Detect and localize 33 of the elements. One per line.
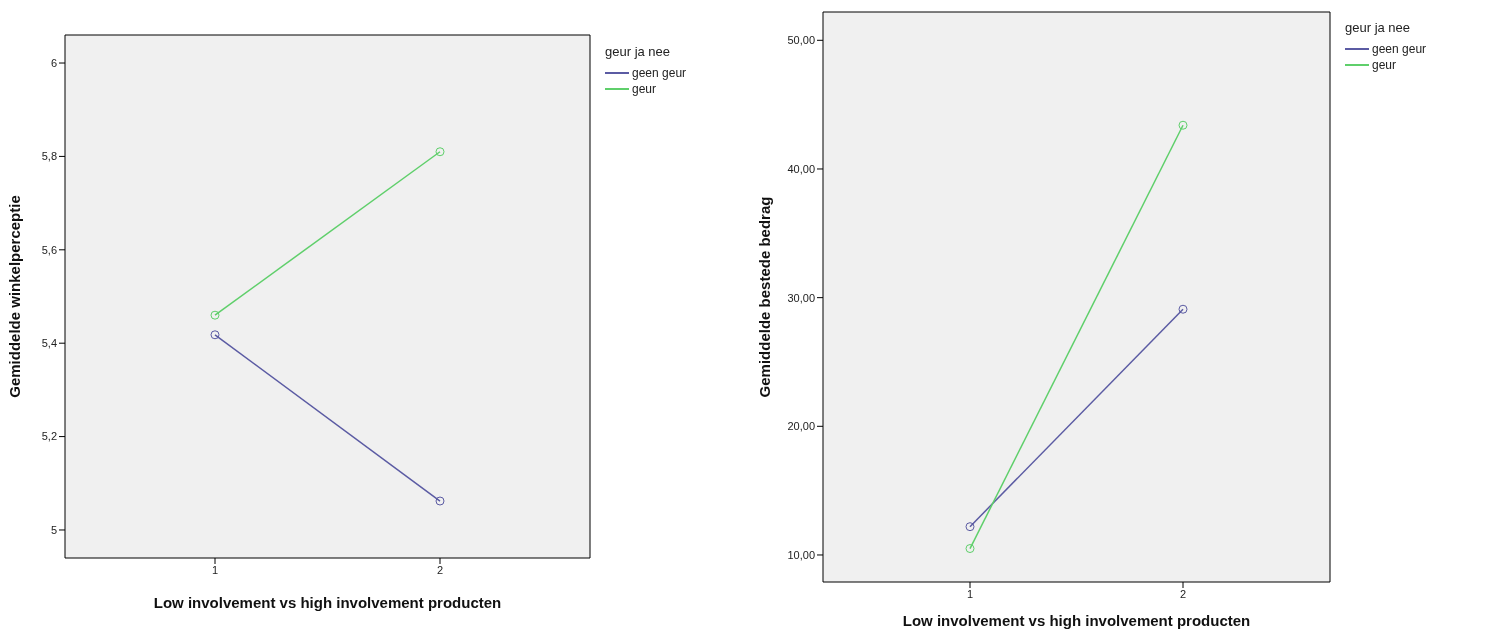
y-tick-label: 5,2 <box>41 430 57 443</box>
legend-label: geen geur <box>1372 42 1427 56</box>
point <box>210 330 220 340</box>
y-tick-label: 40,00 <box>787 162 815 175</box>
y-tick-label: 20,00 <box>787 420 815 433</box>
y-tick-label: 5,8 <box>41 150 57 163</box>
legend-title: geur ja nee <box>1345 20 1412 35</box>
x-axis-title: Low involvement vs high involvement producten <box>902 612 1251 629</box>
y-tick-label: 5 <box>50 523 57 536</box>
y-tick-label: 10,00 <box>787 548 815 561</box>
legend-title: geur ja nee <box>605 44 672 59</box>
y-tick-label: 50,00 <box>787 34 815 47</box>
point <box>965 522 975 532</box>
y-tick-label: 5,4 <box>41 337 57 350</box>
legend-label: geur <box>632 82 657 96</box>
y-axis-title: Gemiddelde bestede bedrag <box>756 196 774 398</box>
x-axis-title: Low involvement vs high involvement producten <box>153 594 502 611</box>
y-tick-label: 6 <box>50 56 57 69</box>
x-tick-label: 1 <box>966 587 974 600</box>
y-tick-label: 30,00 <box>787 291 815 304</box>
legend-label: geen geur <box>632 66 687 80</box>
x-tick-label: 2 <box>1179 587 1187 600</box>
point <box>435 147 445 157</box>
y-tick-label: 5,6 <box>41 243 57 256</box>
x-tick-label: 1 <box>211 563 219 576</box>
point <box>435 496 445 506</box>
y-axis-title: Gemiddelde winkelperceptie <box>6 195 24 398</box>
point <box>1178 304 1188 314</box>
point <box>965 544 975 554</box>
x-tick-label: 2 <box>436 563 444 576</box>
point <box>210 310 220 320</box>
point <box>1178 120 1188 130</box>
legend-label: geur <box>1372 58 1397 72</box>
